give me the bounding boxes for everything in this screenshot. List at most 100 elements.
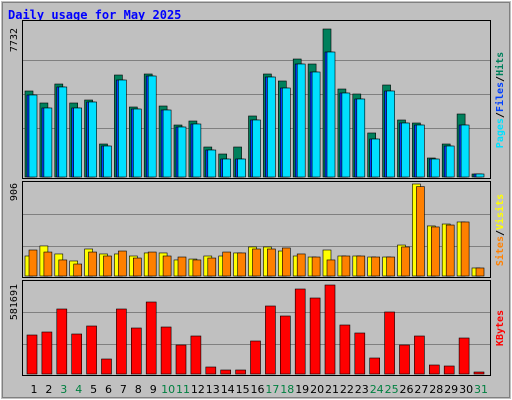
x-tick-label: 11	[176, 383, 190, 396]
x-tick-label: 20	[310, 383, 324, 396]
bar	[162, 255, 172, 277]
bar	[311, 256, 321, 277]
bar	[311, 71, 321, 178]
x-tick-label: 8	[135, 383, 142, 396]
x-tick-label: 27	[414, 383, 428, 396]
bar	[73, 263, 82, 277]
bar	[177, 256, 187, 277]
y-tick-label: 7732	[9, 28, 20, 52]
legend: Pages/Files/Hits	[494, 52, 506, 148]
bar	[118, 79, 127, 178]
x-tick-label: 14	[221, 383, 235, 396]
bar	[88, 101, 97, 178]
x-tick-label: 6	[105, 383, 112, 396]
y-tick-label: 581691	[9, 284, 20, 320]
bar	[103, 255, 112, 277]
x-tick-label: 29	[444, 383, 458, 396]
x-tick-label: 7	[120, 383, 127, 396]
bar	[86, 325, 97, 375]
x-tick-label: 3	[60, 383, 67, 396]
bar	[445, 224, 455, 277]
x-tick-label: 10	[161, 383, 175, 396]
bar	[43, 251, 53, 277]
bar	[416, 186, 425, 277]
bar	[281, 247, 291, 277]
bar	[192, 123, 202, 178]
bar	[399, 344, 410, 375]
legend-entry: KBytes	[495, 310, 506, 346]
bar	[175, 344, 187, 375]
bar	[220, 369, 231, 375]
x-tick-label: 16	[251, 383, 265, 396]
bar	[145, 301, 157, 375]
bar	[341, 92, 351, 178]
x-tick-label: 22	[340, 383, 354, 396]
bar	[430, 226, 440, 277]
bar	[235, 369, 246, 375]
bar	[237, 252, 246, 277]
bar	[222, 251, 231, 277]
legend-separator: /	[495, 112, 506, 118]
legend: Sites/Visits	[494, 194, 506, 266]
bar	[414, 335, 425, 375]
x-tick-label: 15	[236, 383, 250, 396]
bar	[386, 90, 395, 178]
bar	[26, 334, 38, 375]
bar	[341, 255, 351, 277]
x-tick-label: 31	[474, 383, 488, 396]
legend-entry: Pages	[495, 118, 506, 148]
bar	[324, 284, 336, 375]
bar	[58, 259, 68, 277]
legend-separator: /	[495, 76, 506, 82]
x-tick-label: 28	[429, 383, 443, 396]
bar	[207, 257, 217, 277]
bar	[428, 364, 440, 375]
bar	[267, 76, 276, 178]
bar	[265, 305, 276, 375]
bar	[147, 251, 157, 277]
bar	[386, 256, 395, 277]
bar	[443, 365, 455, 375]
bar	[445, 145, 455, 178]
legend-separator: /	[495, 230, 506, 236]
y-tick-label: 906	[9, 183, 20, 201]
bar	[205, 366, 217, 375]
bar	[279, 315, 291, 375]
bar	[416, 124, 425, 178]
bar	[192, 259, 202, 277]
bar	[296, 63, 306, 178]
x-tick-label: 30	[459, 383, 473, 396]
bar	[190, 335, 202, 375]
bar	[207, 149, 217, 178]
x-tick-label: 9	[150, 383, 157, 396]
legend-entry: Sites	[494, 236, 506, 266]
chart-title: Daily usage for May 2025	[8, 8, 181, 22]
bar	[252, 119, 261, 178]
bar	[281, 87, 291, 178]
bar	[222, 158, 231, 178]
x-tick-label: 1	[31, 383, 38, 396]
bar	[88, 251, 97, 277]
x-tick-label: 18	[280, 383, 294, 396]
bar	[267, 248, 276, 277]
x-tick-label: 19	[295, 383, 309, 396]
x-tick-label: 25	[385, 383, 399, 396]
bar	[401, 246, 410, 277]
bar	[58, 86, 68, 178]
bar	[147, 75, 157, 178]
bar	[371, 138, 381, 178]
legend-entry: Files	[494, 82, 506, 112]
bar	[339, 324, 351, 375]
legend-entry: Hits	[494, 52, 506, 76]
x-tick-label: 4	[75, 383, 82, 396]
bar	[296, 253, 306, 277]
bar	[384, 311, 395, 375]
bar	[356, 255, 366, 277]
bar	[309, 297, 321, 375]
bar	[133, 257, 142, 277]
bar	[103, 145, 112, 178]
bar	[252, 248, 261, 277]
bar	[162, 109, 172, 178]
